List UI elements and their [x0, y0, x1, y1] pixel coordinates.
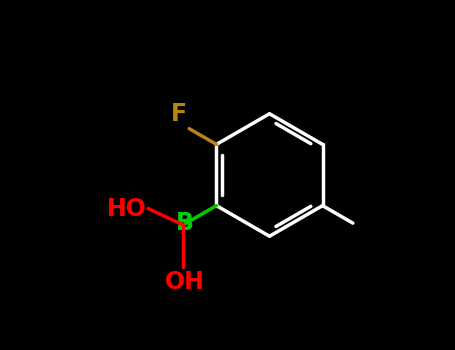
- Text: HO: HO: [106, 197, 147, 220]
- Text: B: B: [176, 211, 194, 235]
- Text: OH: OH: [165, 270, 205, 294]
- Text: F: F: [171, 102, 187, 126]
